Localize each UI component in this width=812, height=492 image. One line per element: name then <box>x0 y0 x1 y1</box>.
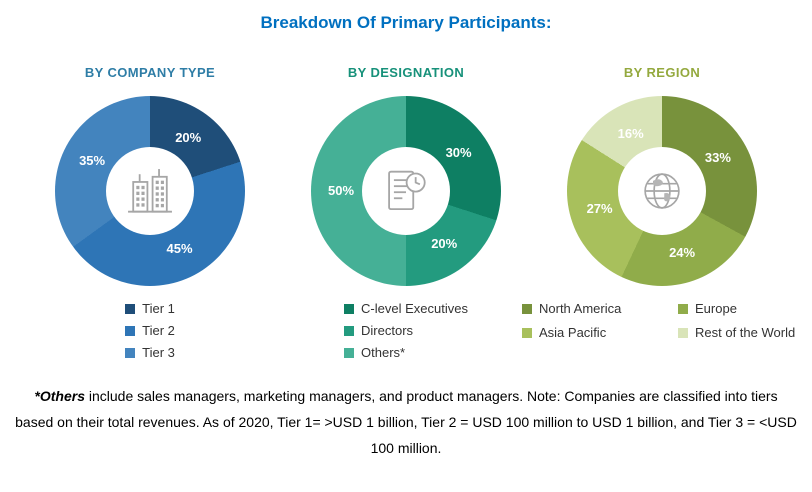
legend-label: Asia Pacific <box>539 325 607 340</box>
donut-chart-region: 33% 24% 27% 16% <box>567 96 757 286</box>
legend-company-type: Tier 1 Tier 2 Tier 3 <box>125 301 175 360</box>
legend-label: Rest of the World <box>695 325 796 340</box>
donut-percent-label: 35% <box>79 153 106 169</box>
legend-label: Tier 1 <box>142 301 175 316</box>
legend-item: Tier 2 <box>125 323 175 338</box>
legend-label: Directors <box>361 323 414 338</box>
legend-item: C-level Executives <box>344 301 468 316</box>
donut-percent-label: 30% <box>445 144 472 160</box>
legend-item: Europe <box>678 301 802 316</box>
charts-row: BY COMPANY TYPE <box>0 65 812 360</box>
donut-hole <box>362 147 450 235</box>
footnote: *Others include sales managers, marketin… <box>15 384 797 462</box>
legend-region: North America Europe Asia Pacific Rest of t… <box>522 301 802 340</box>
legend-label: Tier 3 <box>142 345 175 360</box>
legend-swatch <box>125 325 136 336</box>
legend-swatch <box>522 327 532 338</box>
footnote-text: include sales managers, marketing manage… <box>15 388 797 456</box>
legend-item: Rest of the World <box>678 325 802 340</box>
donut-percent-label: 24% <box>669 244 696 260</box>
legend-swatch <box>678 327 688 338</box>
legend-item: Directors <box>344 323 468 338</box>
donut-hole <box>106 147 194 235</box>
donut-percent-label: 16% <box>617 126 644 142</box>
donut-percent-label: 20% <box>175 130 202 146</box>
legend-item: Asia Pacific <box>522 325 672 340</box>
chart-by-designation: BY DESIGNATION <box>286 65 526 360</box>
footnote-emphasis: *Others <box>34 388 85 404</box>
donut-percent-label: 50% <box>327 183 355 198</box>
legend-item: North America <box>522 301 672 316</box>
document-clock-icon <box>377 162 435 220</box>
legend-swatch <box>125 303 136 314</box>
donut-percent-label: 33% <box>704 149 731 165</box>
buildings-icon <box>119 160 181 222</box>
legend-item: Tier 1 <box>125 301 175 316</box>
legend-swatch <box>344 347 355 358</box>
donut-percent-label: 27% <box>586 201 613 217</box>
donut-hole <box>618 147 706 235</box>
legend-label: Others* <box>361 345 406 360</box>
legend-swatch <box>125 347 136 358</box>
legend-swatch <box>678 303 688 314</box>
legend-label: North America <box>539 301 622 316</box>
legend-swatch <box>344 303 355 314</box>
chart-by-region: BY REGION <box>522 65 795 340</box>
legend-label: Tier 2 <box>142 323 175 338</box>
donut-chart-designation: 30% 20% 50% <box>311 96 501 286</box>
legend-item: Others* <box>344 345 468 360</box>
chart-heading-region: BY REGION <box>623 65 701 80</box>
chart-heading-designation: BY DESIGNATION <box>347 65 465 80</box>
page-title: Breakdown Of Primary Participants: <box>260 13 552 32</box>
globe-icon <box>635 164 689 218</box>
donut-percent-label: 45% <box>166 240 193 256</box>
chart-heading-company-type: BY COMPANY TYPE <box>84 65 216 80</box>
legend-designation: C-level Executives Directors Others* <box>344 301 468 360</box>
donut-percent-label: 20% <box>431 235 458 251</box>
donut-chart-company-type: 20% 45% 35% <box>55 96 245 286</box>
legend-label: C-level Executives <box>361 301 468 316</box>
legend-swatch <box>344 325 355 336</box>
chart-by-company-type: BY COMPANY TYPE <box>30 65 270 360</box>
legend-swatch <box>522 303 532 314</box>
legend-item: Tier 3 <box>125 345 175 360</box>
legend-label: Europe <box>695 301 737 316</box>
